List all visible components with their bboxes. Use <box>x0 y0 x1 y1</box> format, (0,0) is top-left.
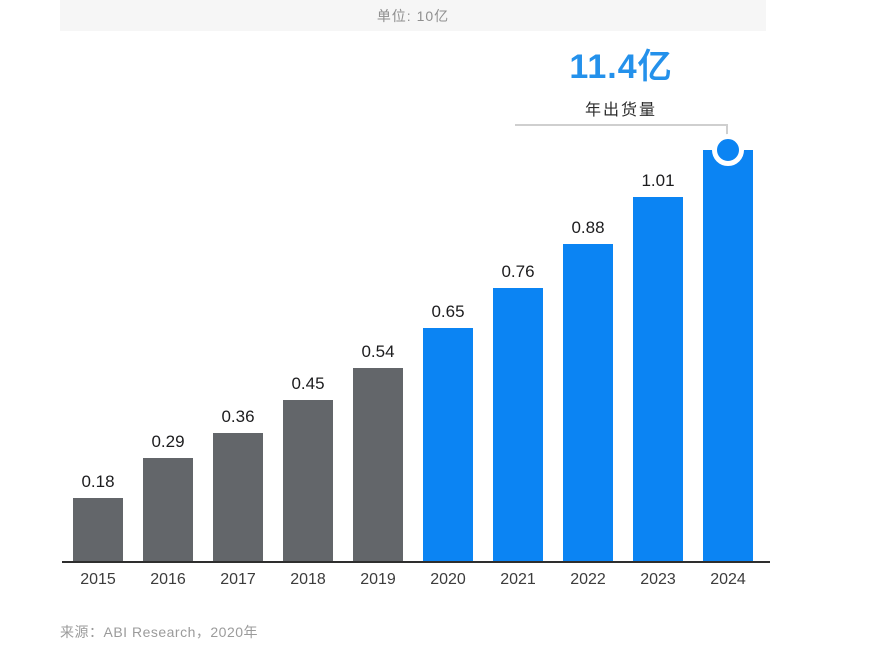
x-tick-2024: 2024 <box>710 571 746 588</box>
bar-2021 <box>493 288 543 563</box>
bar-value-label-2018: 0.45 <box>291 374 325 393</box>
bar-value-label-2015: 0.18 <box>81 472 115 491</box>
x-axis-line <box>62 561 770 563</box>
x-tick-2018: 2018 <box>290 571 326 588</box>
unit-strip: 单位: 10亿 <box>60 0 766 31</box>
bar-value-label-2016: 0.29 <box>151 432 185 451</box>
bar-value-label-2017: 0.36 <box>221 407 255 426</box>
bar-2020 <box>423 328 473 563</box>
bar-2019 <box>353 368 403 563</box>
highlight-value: 11.4亿 <box>569 48 673 86</box>
annotation-connector-line <box>515 124 728 139</box>
highlight-sublabel: 年出货量 <box>584 101 657 119</box>
x-tick-2019: 2019 <box>360 571 396 588</box>
x-tick-2015: 2015 <box>80 571 116 588</box>
bar-2017 <box>213 433 263 563</box>
bar-value-label-2019: 0.54 <box>361 342 395 361</box>
unit-label: 单位: 10亿 <box>376 7 450 24</box>
bar-value-label-2021: 0.76 <box>501 262 535 281</box>
bar-2018 <box>283 400 333 563</box>
bar-2022 <box>563 244 613 563</box>
source-note: 来源：ABI Research，2020年 <box>60 624 259 640</box>
highlight-annotation: 11.4亿 年出货量 <box>490 48 752 120</box>
bar-2023 <box>633 197 683 563</box>
bar-2015 <box>73 498 123 563</box>
x-tick-2016: 2016 <box>150 571 186 588</box>
bar-2016 <box>143 458 193 563</box>
highlight-marker-dot <box>712 134 744 166</box>
x-tick-2020: 2020 <box>430 571 466 588</box>
bar-2024 <box>703 150 753 563</box>
bar-value-label-2020: 0.65 <box>431 302 465 321</box>
x-tick-2017: 2017 <box>220 571 256 588</box>
bar-value-label-2022: 0.88 <box>571 218 605 237</box>
bar-value-label-2023: 1.01 <box>641 171 675 190</box>
x-tick-2021: 2021 <box>500 571 536 588</box>
x-tick-2023: 2023 <box>640 571 676 588</box>
x-tick-2022: 2022 <box>570 571 606 588</box>
